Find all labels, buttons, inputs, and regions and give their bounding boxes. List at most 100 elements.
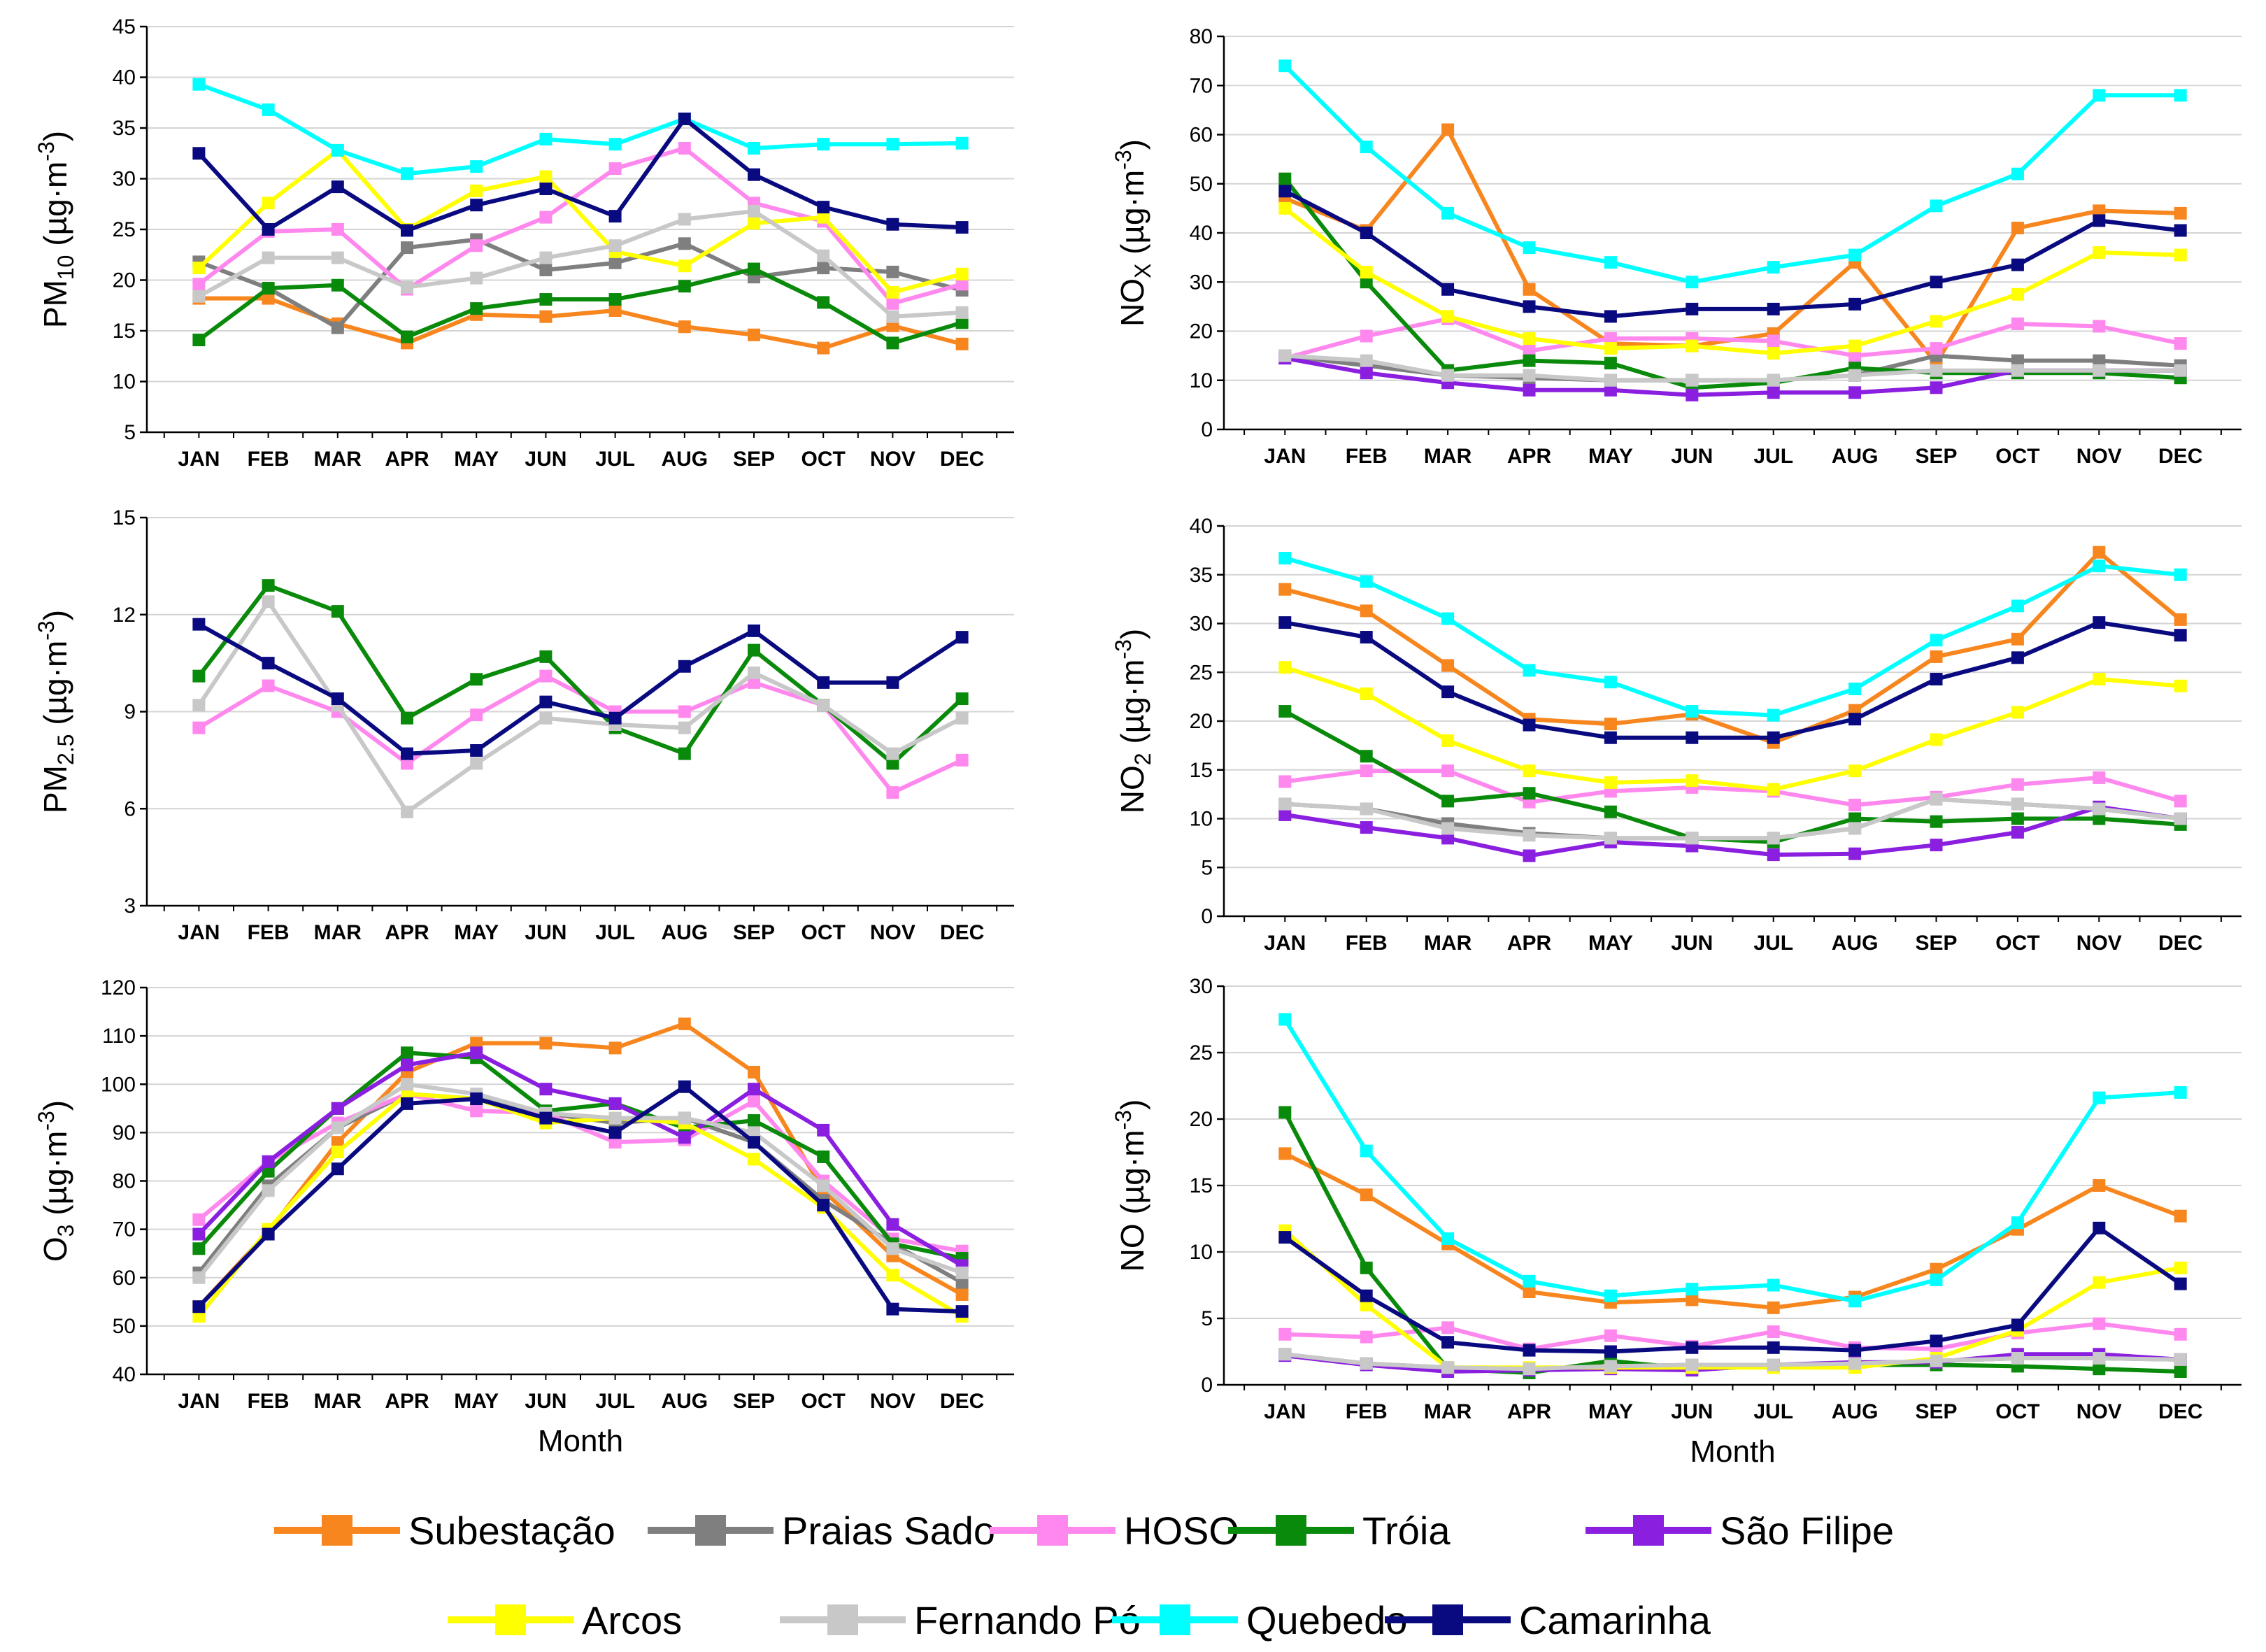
data-point <box>192 669 206 683</box>
data-point <box>2093 1221 2106 1234</box>
data-point <box>1604 383 1617 397</box>
x-tick-label: JAN <box>178 1390 220 1413</box>
legend-label: Quebedo <box>1246 1598 1407 1642</box>
data-point <box>1523 241 1536 255</box>
series-line <box>197 208 962 319</box>
data-point <box>1930 1273 1943 1286</box>
x-tick-label: NOV <box>2076 445 2122 468</box>
series-line <box>197 599 963 814</box>
x-axis-title: Month <box>1690 1434 1775 1469</box>
data-point <box>1278 1013 1292 1026</box>
data-point <box>331 1102 344 1115</box>
y-axis-title: NOX (µg·m-3) <box>1111 139 1155 327</box>
data-point <box>262 657 275 670</box>
x-tick-label: DEC <box>940 1390 984 1413</box>
data-point <box>331 180 344 194</box>
data-point <box>1523 332 1536 346</box>
data-point <box>748 168 760 181</box>
series-arcos <box>1278 201 2187 360</box>
series-line <box>1284 665 2181 792</box>
x-tick-label: AUG <box>661 921 708 944</box>
data-point <box>1523 383 1536 397</box>
data-point <box>2093 1276 2106 1289</box>
x-tick-label: FEB <box>1346 932 1388 955</box>
x-tick-label: AUG <box>1832 932 1879 955</box>
data-point <box>192 78 206 91</box>
data-point <box>955 1276 969 1289</box>
data-point <box>1604 1360 1617 1373</box>
data-point <box>470 1092 483 1105</box>
data-point <box>1360 802 1373 816</box>
data-point <box>331 321 344 334</box>
y-tick-label: 80 <box>113 1170 136 1193</box>
y-axis-title: NO (µg·m-3) <box>1111 1099 1150 1272</box>
data-point <box>1767 731 1780 744</box>
x-tick-label: MAY <box>1588 1400 1633 1423</box>
data-point <box>2011 354 2024 367</box>
data-point <box>678 1131 691 1144</box>
series-line <box>197 1084 962 1314</box>
data-point <box>1848 798 1862 811</box>
series-line <box>1285 353 2181 383</box>
data-point <box>678 213 691 226</box>
data-point <box>955 267 969 280</box>
x-tick-label: MAR <box>1424 932 1472 955</box>
data-point <box>262 251 275 264</box>
data-point <box>1930 199 1943 213</box>
series-hoso <box>1278 312 2187 365</box>
data-point <box>748 676 760 689</box>
series-arcos <box>1278 661 2187 796</box>
data-point <box>1930 1354 1943 1367</box>
data-point <box>2011 258 2024 271</box>
y-tick-label: 70 <box>113 1218 136 1241</box>
data-point <box>1360 227 1373 239</box>
series-line <box>197 1021 964 1309</box>
data-point <box>192 618 206 631</box>
data-point <box>1604 1289 1617 1302</box>
series-quebedo <box>192 78 969 180</box>
data-point <box>1848 1357 1862 1370</box>
data-point <box>401 1058 413 1071</box>
y-tick-label: 45 <box>113 15 136 38</box>
data-point <box>748 328 760 341</box>
data-point <box>1848 822 1862 835</box>
data-point <box>1360 1144 1373 1158</box>
x-tick-label: APR <box>1507 932 1552 955</box>
data-point <box>401 224 413 237</box>
data-point <box>1767 386 1780 399</box>
data-point <box>1441 822 1455 835</box>
data-point <box>331 278 344 292</box>
data-point <box>2093 1317 2106 1330</box>
y-tick-label: 20 <box>113 269 136 292</box>
data-point <box>2011 812 2024 825</box>
data-point <box>608 1136 622 1149</box>
y-tick-label: 15 <box>1190 1174 1213 1197</box>
legend-marker <box>827 1604 858 1635</box>
x-tick-label: FEB <box>248 448 290 471</box>
data-point <box>1848 369 1862 382</box>
data-point <box>262 223 275 236</box>
x-tick-label: SEP <box>1915 1400 1957 1423</box>
data-point <box>401 280 413 294</box>
series-line <box>1284 556 2181 718</box>
data-point <box>1523 787 1536 800</box>
x-tick-label: SEP <box>1915 445 1957 468</box>
data-point <box>748 204 760 218</box>
x-tick-label: MAR <box>1424 1400 1472 1423</box>
series-line <box>197 1082 963 1279</box>
data-point <box>886 336 899 350</box>
chart-pm25: 3 6 9 12 15 JAN FEB MAR APR MAY JUN JUL AUG SEP OCT NOV… <box>34 506 1014 944</box>
data-point <box>1523 1286 1536 1298</box>
legend-marker <box>695 1515 726 1546</box>
data-point <box>817 699 830 712</box>
y-tick-label: 40 <box>113 66 136 90</box>
x-tick-label: MAR <box>314 921 362 944</box>
data-point <box>2011 364 2024 377</box>
data-point <box>748 1083 760 1096</box>
series-fernando-po <box>1278 349 2187 387</box>
x-tick-label: APR <box>1507 1400 1552 1423</box>
data-point <box>1604 805 1617 818</box>
data-point <box>1604 373 1617 387</box>
data-point <box>539 310 553 323</box>
data-point <box>2093 246 2106 259</box>
